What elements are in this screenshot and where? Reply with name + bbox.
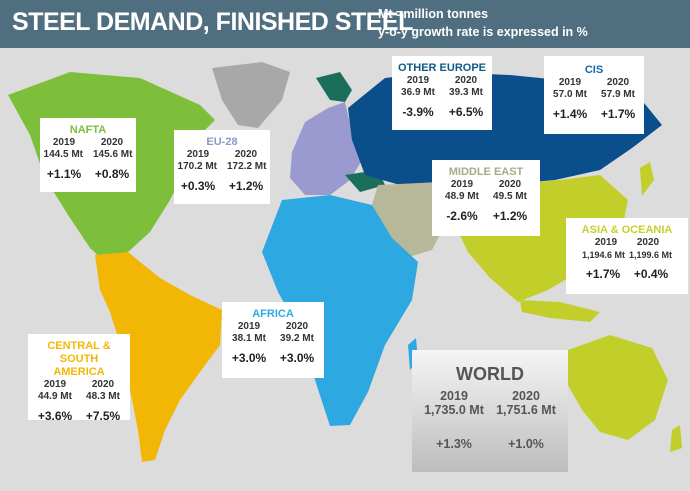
other-europe-growth-2020: +6.5% bbox=[448, 105, 484, 119]
middle-east-name: MIDDLE EAST bbox=[448, 166, 524, 178]
csa-value-2020: 48.3 Mt bbox=[86, 391, 120, 402]
africa-value-2020: 39.2 Mt bbox=[280, 333, 314, 344]
asia-oceania-box: ASIA & OCEANIA 2019 2020 1,194.6 Mt 1,199.… bbox=[566, 218, 688, 294]
nafta-box: NAFTA 2019 2020 144.5 Mt 145.6 Mt +1.1% +0.… bbox=[40, 118, 136, 192]
eu28-growth-2019: +0.3% bbox=[180, 179, 216, 193]
page-title: STEEL DEMAND, FINISHED STEEL bbox=[12, 8, 413, 36]
csa-year-2020: 2020 bbox=[91, 379, 115, 390]
csa-region-shape bbox=[95, 252, 222, 462]
eu28-value-2019: 170.2 Mt bbox=[177, 161, 217, 172]
africa-year-2019: 2019 bbox=[237, 321, 261, 332]
greenland-shape bbox=[212, 62, 290, 128]
growth-note: y-o-y growth rate is expressed in % bbox=[378, 25, 588, 39]
world-year-2019: 2019 bbox=[440, 389, 468, 403]
nafta-year-2019: 2019 bbox=[52, 137, 76, 148]
middle-east-growth-2020: +1.2% bbox=[492, 209, 528, 223]
new-zealand-shape bbox=[670, 425, 682, 452]
middle-east-box: MIDDLE EAST 2019 2020 48.9 Mt 49.5 Mt -2.6… bbox=[432, 160, 540, 236]
units-note: Mt =million tonnes bbox=[378, 7, 489, 21]
nafta-growth-2019: +1.1% bbox=[46, 167, 82, 181]
middle-east-value-2020: 49.5 Mt bbox=[493, 191, 527, 202]
cis-growth-2019: +1.4% bbox=[552, 107, 588, 121]
nafta-growth-2020: +0.8% bbox=[94, 167, 130, 181]
eu28-value-2020: 172.2 Mt bbox=[227, 161, 267, 172]
asia-oceania-year-2020: 2020 bbox=[636, 237, 660, 248]
other-europe-growth-2019: -3.9% bbox=[402, 105, 434, 119]
eu28-year-2020: 2020 bbox=[234, 149, 258, 160]
csa-growth-2019: +3.6% bbox=[37, 409, 73, 423]
middle-east-growth-2019: -2.6% bbox=[446, 209, 478, 223]
csa-year-2019: 2019 bbox=[43, 379, 67, 390]
australia-shape bbox=[568, 335, 668, 440]
cis-value-2019: 57.0 Mt bbox=[553, 89, 587, 100]
nafta-value-2019: 144.5 Mt bbox=[43, 149, 83, 160]
world-box: WORLD 2019 2020 1,735.0 Mt 1,751.6 Mt +1.3… bbox=[412, 350, 568, 472]
other-europe-region-shape bbox=[316, 72, 385, 192]
world-growth-2019: +1.3% bbox=[436, 437, 472, 451]
africa-year-2020: 2020 bbox=[285, 321, 309, 332]
africa-growth-2019: +3.0% bbox=[231, 351, 267, 365]
other-europe-year-2020: 2020 bbox=[454, 75, 478, 86]
csa-value-2019: 44.9 Mt bbox=[38, 391, 72, 402]
africa-region-shape bbox=[262, 195, 418, 426]
asia-oceania-year-2019: 2019 bbox=[594, 237, 618, 248]
other-europe-year-2019: 2019 bbox=[406, 75, 430, 86]
other-europe-value-2019: 36.9 Mt bbox=[401, 87, 435, 98]
asia-oceania-value-2019: 1,194.6 Mt bbox=[581, 250, 625, 260]
africa-box: AFRICA 2019 2020 38.1 Mt 39.2 Mt +3.0% +3.0… bbox=[222, 302, 324, 378]
eu28-name: EU-28 bbox=[206, 136, 238, 148]
other-europe-value-2020: 39.3 Mt bbox=[449, 87, 483, 98]
other-europe-box: OTHER EUROPE 2019 2020 36.9 Mt 39.3 Mt -3.… bbox=[392, 56, 492, 130]
world-value-2020: 1,751.6 Mt bbox=[496, 403, 556, 417]
eu28-region-shape bbox=[290, 102, 362, 195]
cis-growth-2020: +1.7% bbox=[600, 107, 636, 121]
cis-year-2019: 2019 bbox=[558, 77, 582, 88]
csa-growth-2020: +7.5% bbox=[85, 409, 121, 423]
indonesia-shape bbox=[520, 300, 600, 322]
eu28-box: EU-28 2019 2020 170.2 Mt 172.2 Mt +0.3% +1.… bbox=[174, 130, 270, 204]
csa-name-line2: AMERICA bbox=[53, 366, 105, 378]
nafta-value-2020: 145.6 Mt bbox=[93, 149, 133, 160]
world-name: WORLD bbox=[456, 364, 524, 384]
middle-east-value-2019: 48.9 Mt bbox=[445, 191, 479, 202]
world-growth-2020: +1.0% bbox=[508, 437, 544, 451]
eu28-year-2019: 2019 bbox=[186, 149, 210, 160]
world-value-2019: 1,735.0 Mt bbox=[424, 403, 484, 417]
csa-box: CENTRAL & SOUTH AMERICA 2019 2020 44.9 Mt… bbox=[28, 334, 130, 423]
africa-name: AFRICA bbox=[252, 308, 294, 320]
header-bar: STEEL DEMAND, FINISHED STEEL Mt =million… bbox=[0, 0, 690, 48]
asia-oceania-growth-2019: +1.7% bbox=[585, 267, 621, 281]
cis-year-2020: 2020 bbox=[606, 77, 630, 88]
cis-box: CIS 2019 2020 57.0 Mt 57.9 Mt +1.4% +1.7% bbox=[544, 56, 644, 134]
middle-east-year-2020: 2020 bbox=[498, 179, 522, 190]
cis-value-2020: 57.9 Mt bbox=[601, 89, 635, 100]
cis-name: CIS bbox=[584, 64, 604, 76]
asia-oceania-name: ASIA & OCEANIA bbox=[581, 224, 673, 236]
asia-oceania-value-2020: 1,199.6 Mt bbox=[629, 250, 673, 260]
nafta-year-2020: 2020 bbox=[100, 137, 124, 148]
world-year-2020: 2020 bbox=[512, 389, 540, 403]
nafta-name: NAFTA bbox=[69, 124, 107, 136]
eu28-growth-2020: +1.2% bbox=[228, 179, 264, 193]
other-europe-name: OTHER EUROPE bbox=[397, 62, 486, 74]
africa-growth-2020: +3.0% bbox=[279, 351, 315, 365]
africa-value-2019: 38.1 Mt bbox=[232, 333, 266, 344]
japan-shape bbox=[640, 162, 654, 196]
csa-name-line1: CENTRAL & SOUTH bbox=[47, 340, 111, 365]
middle-east-year-2019: 2019 bbox=[450, 179, 474, 190]
asia-oceania-growth-2020: +0.4% bbox=[633, 267, 669, 281]
